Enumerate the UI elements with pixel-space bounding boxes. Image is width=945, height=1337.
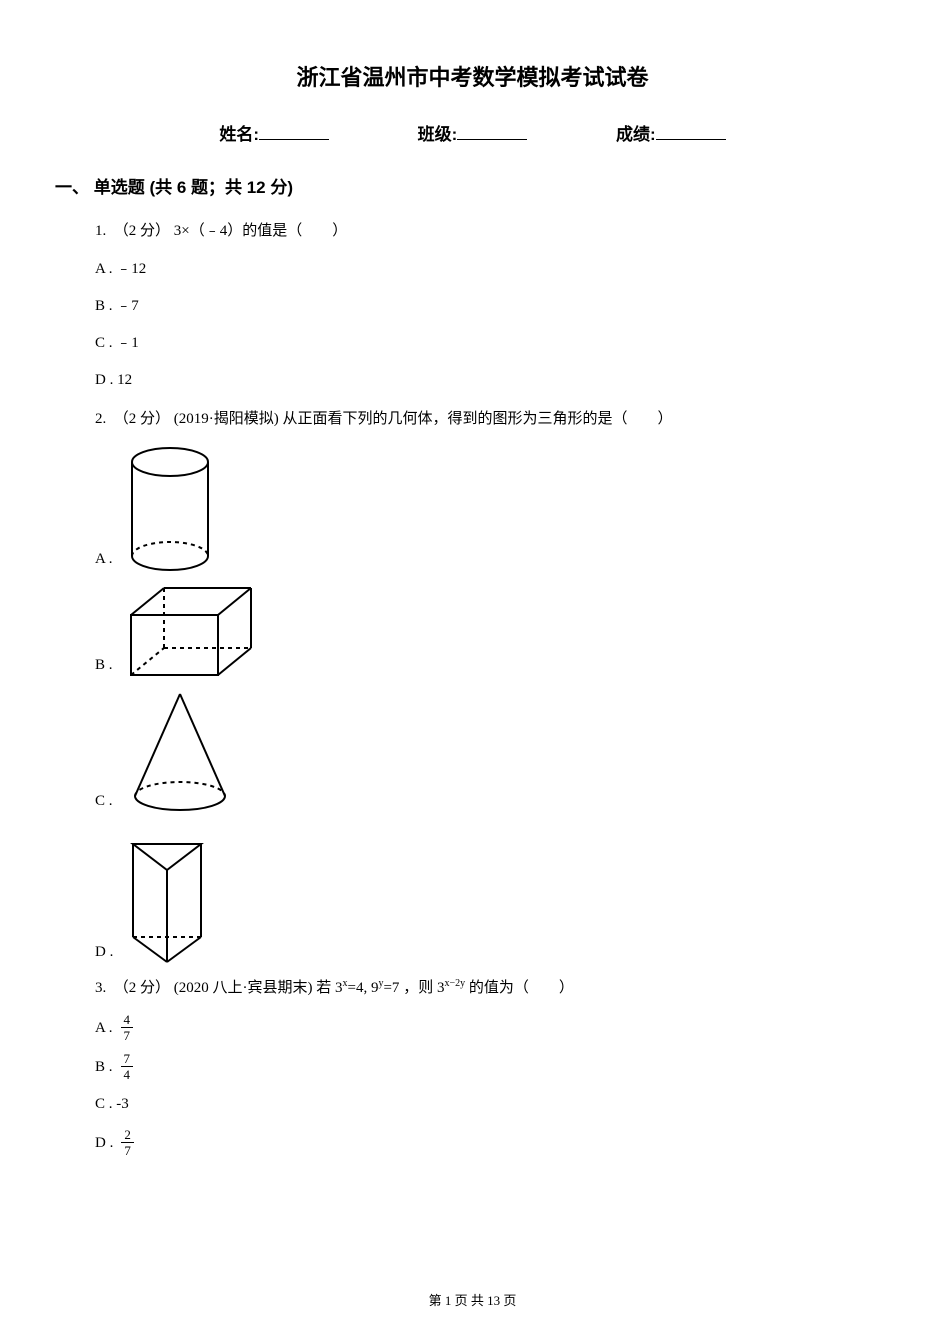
name-blank bbox=[259, 122, 329, 140]
page-footer: 第 1 页 共 13 页 bbox=[0, 1290, 945, 1309]
q3-expr2: 3x−2y bbox=[437, 980, 469, 996]
score-label: 成绩: bbox=[616, 120, 656, 145]
q1-option-b: B . ﹣7 bbox=[95, 293, 890, 320]
q1-option-d: D . 12 bbox=[95, 367, 890, 394]
section-1-header: 一、 单选题 (共 6 题；共 12 分) bbox=[55, 173, 890, 198]
cone-icon bbox=[123, 686, 238, 816]
exam-title: 浙江省温州市中考数学模拟考试试卷 bbox=[55, 60, 890, 92]
q3-expr1: 3x=4, 9y=7 bbox=[335, 980, 403, 996]
prism-icon bbox=[123, 822, 213, 967]
q2-option-a: A . bbox=[95, 444, 890, 574]
q2-option-c: C . bbox=[95, 686, 890, 816]
question-1: 1. （2 分） 3×（﹣4）的值是（ ） bbox=[95, 216, 890, 246]
question-3: 3. （2 分） (2020 八上·宾县期末) 若 3x=4, 9y=7 ，则 … bbox=[95, 973, 890, 1003]
q2-option-d: D . bbox=[95, 822, 890, 967]
name-label: 姓名: bbox=[219, 120, 259, 145]
q3-option-c: C . -3 bbox=[95, 1091, 890, 1118]
q3-option-a: A . 47 bbox=[95, 1013, 890, 1042]
q1-option-a: A . ﹣12 bbox=[95, 256, 890, 283]
info-row: 姓名: 班级: 成绩: bbox=[55, 120, 890, 145]
class-blank bbox=[457, 122, 527, 140]
cuboid-icon bbox=[123, 580, 258, 680]
q2-option-b: B . bbox=[95, 580, 890, 680]
class-label: 班级: bbox=[418, 120, 458, 145]
q1-option-c: C . ﹣1 bbox=[95, 330, 890, 357]
q3-option-b: B . 74 bbox=[95, 1052, 890, 1081]
cylinder-icon bbox=[123, 444, 218, 574]
question-2: 2. （2 分） (2019·揭阳模拟) 从正面看下列的几何体，得到的图形为三角… bbox=[95, 404, 890, 434]
q3-option-d: D . 27 bbox=[95, 1128, 890, 1157]
score-blank bbox=[656, 122, 726, 140]
